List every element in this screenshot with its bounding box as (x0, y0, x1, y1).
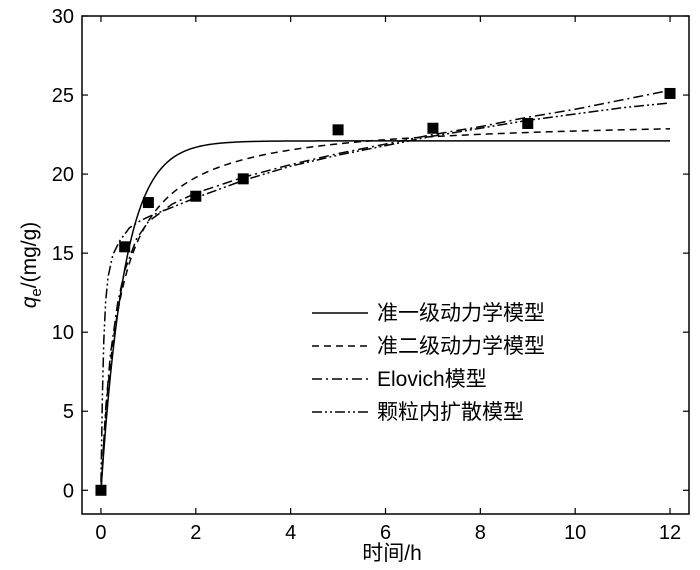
model-curves (100, 89, 671, 491)
data-point (190, 190, 202, 202)
y-tick-label: 0 (63, 480, 74, 502)
legend-label: 准二级动力学模型 (377, 335, 545, 358)
y-axis-label: qe/(mg/g) (18, 222, 45, 309)
y-tick-label: 20 (52, 164, 74, 186)
x-tick-label: 2 (190, 522, 201, 544)
y-axis-label-unit: /(mg/g) (18, 222, 41, 289)
data-point (522, 118, 534, 130)
plot-frame (81, 15, 690, 515)
x-tick-label: 0 (95, 522, 106, 544)
x-tick-label: 4 (285, 522, 296, 544)
series-line-pso (100, 128, 671, 491)
legend-label: Elovich模型 (377, 368, 487, 391)
data-point (119, 241, 131, 253)
data-point (95, 484, 107, 496)
axis-ticks: 0 2 4 6 8 10 12 0 5 10 15 20 25 30 (52, 6, 689, 544)
y-axis-label-symbol: q (18, 296, 41, 308)
experimental-points (95, 87, 676, 496)
y-tick-label: 25 (52, 85, 74, 107)
data-point (142, 197, 154, 209)
data-point (237, 173, 249, 185)
x-axis-label: 时间/h (362, 542, 422, 565)
legend-label: 颗粒内扩散模型 (377, 401, 524, 424)
y-axis-label-subscript: e (28, 288, 45, 296)
y-tick-label: 10 (52, 322, 74, 344)
y-tick-label: 5 (63, 401, 74, 423)
legend-label: 准一级动力学模型 (377, 302, 545, 325)
data-point (664, 87, 676, 99)
y-tick-label: 15 (52, 243, 74, 265)
y-tick-label: 30 (52, 6, 74, 28)
x-tick-label: 6 (380, 522, 391, 544)
x-tick-label: 12 (659, 522, 681, 544)
series-line-pfo (100, 140, 671, 491)
x-tick-label: 10 (564, 522, 586, 544)
data-point (427, 122, 439, 134)
x-tick-label: 8 (475, 522, 486, 544)
series-line-intraparticle (100, 102, 671, 483)
data-point (332, 124, 344, 136)
